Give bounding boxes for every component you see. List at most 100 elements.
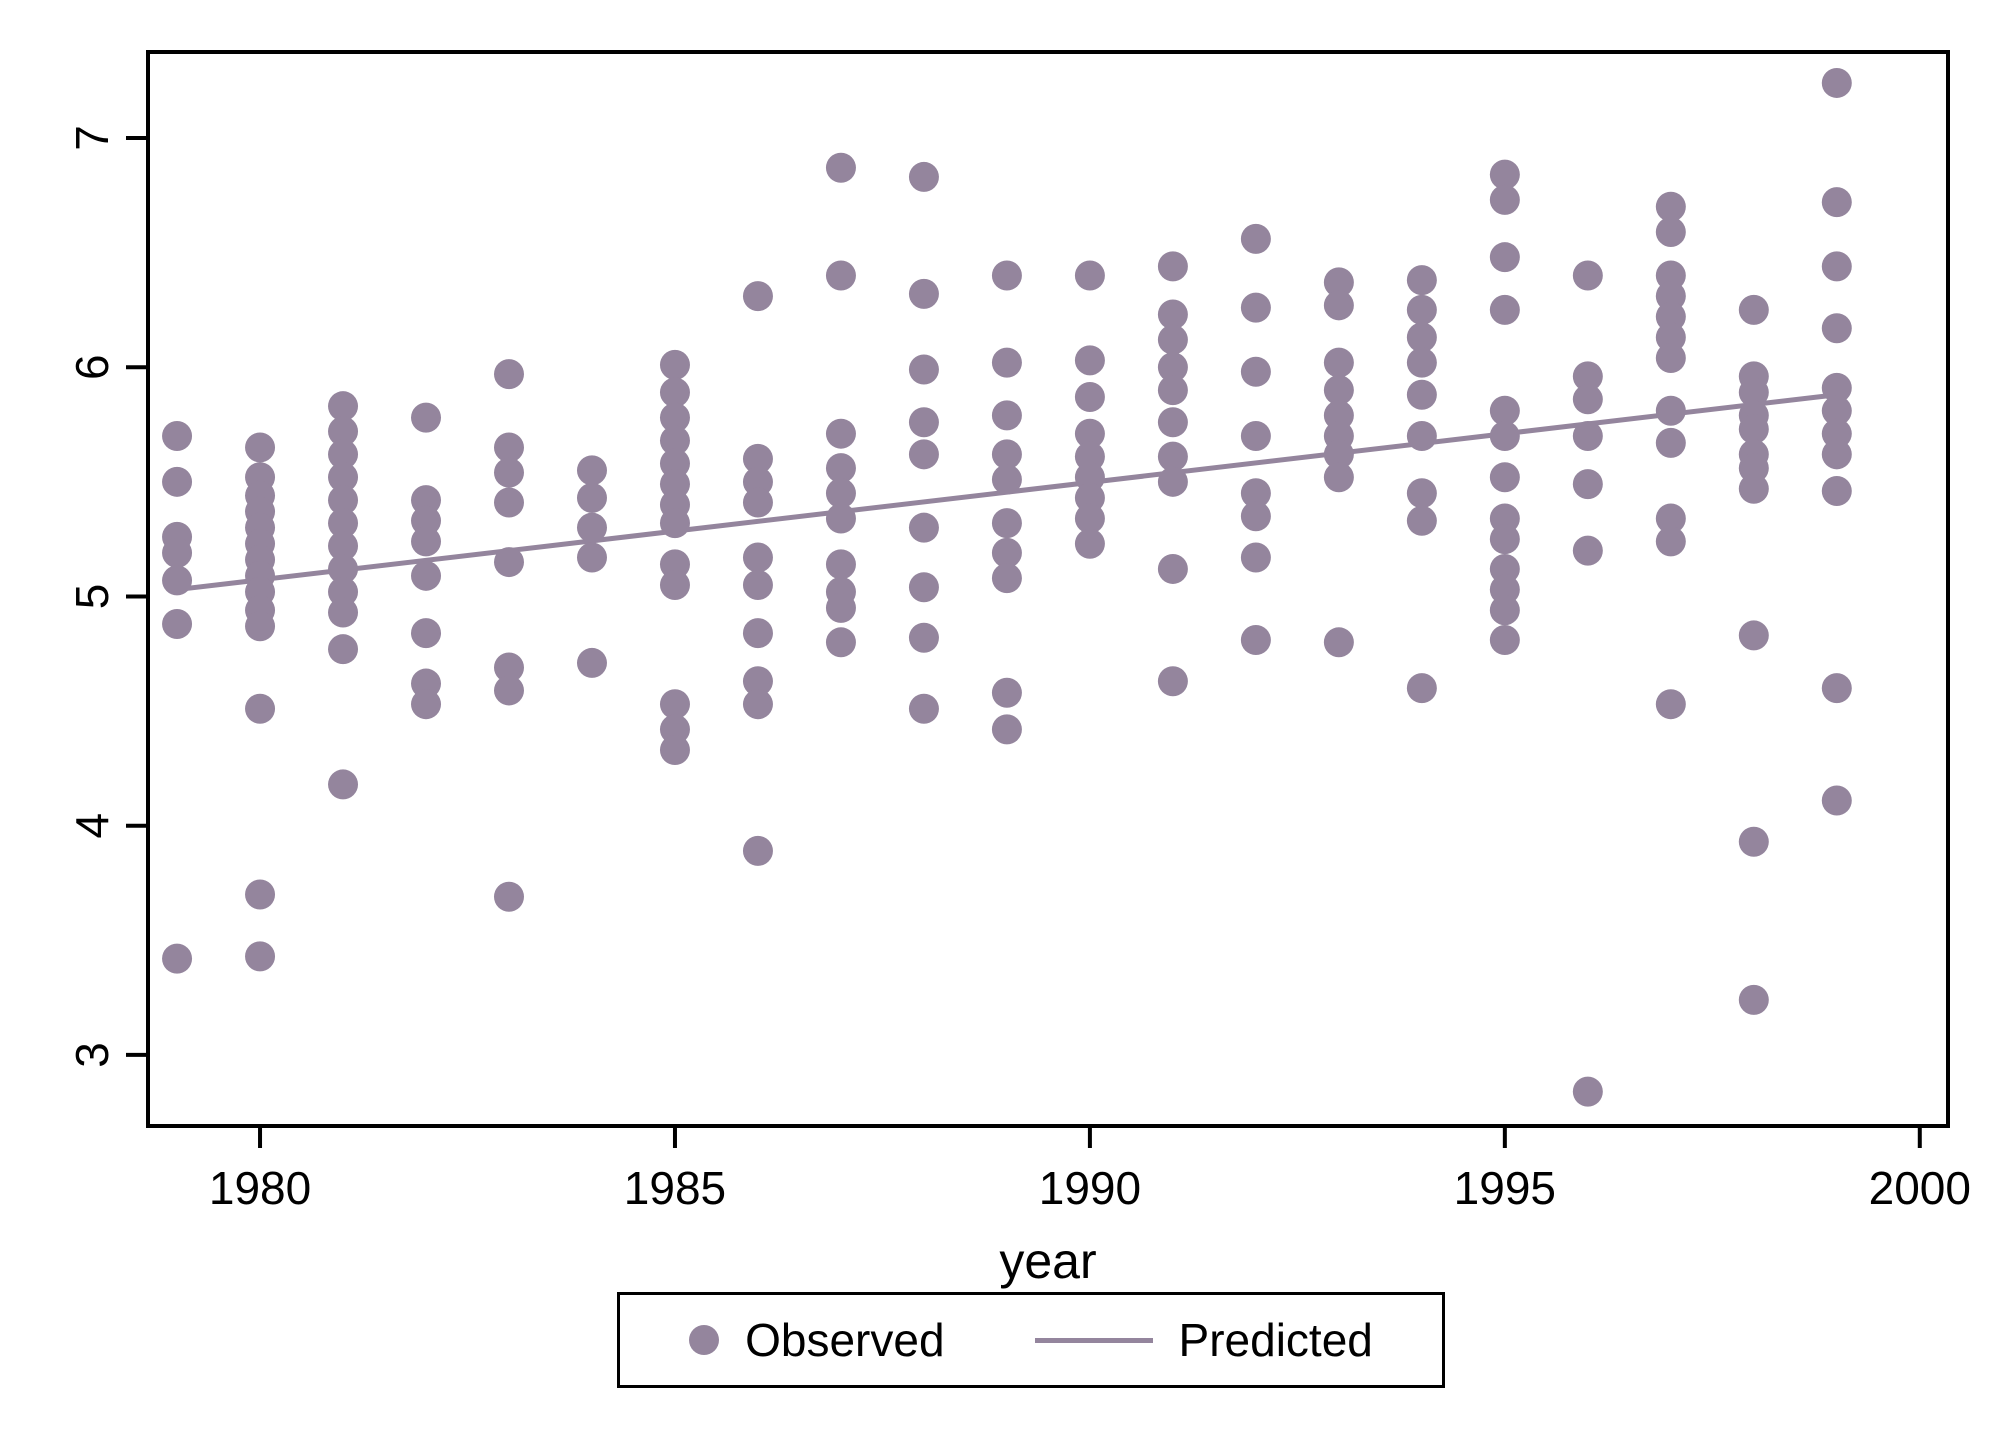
observed-point — [1406, 379, 1437, 410]
observed-point — [1240, 625, 1271, 656]
observed-point — [742, 618, 773, 649]
observed-point — [328, 391, 359, 422]
observed-point — [328, 531, 359, 562]
observed-point — [742, 443, 773, 474]
observed-point — [1074, 441, 1105, 472]
x-tick-label: 1985 — [624, 1162, 726, 1214]
observed-point — [493, 457, 524, 488]
observed-point — [1655, 322, 1686, 353]
observed-point — [1489, 395, 1520, 426]
observed-point — [659, 735, 690, 766]
observed-point — [1406, 265, 1437, 296]
observed-point — [576, 542, 607, 573]
observed-point — [1572, 361, 1603, 392]
observed-point — [1821, 187, 1852, 218]
observed-point — [493, 432, 524, 463]
legend-label-observed: Observed — [745, 1314, 945, 1366]
predicted-line-icon — [1034, 1337, 1153, 1343]
observed-point — [1655, 191, 1686, 222]
observed-point — [411, 618, 442, 649]
observed-point — [991, 260, 1022, 291]
observed-point — [411, 560, 442, 591]
y-tick-label: 5 — [66, 584, 118, 610]
observed-point — [1821, 673, 1852, 704]
observed-marker-icon — [689, 1325, 720, 1355]
observed-point — [1821, 67, 1852, 98]
observed-point — [328, 576, 359, 607]
observed-point — [742, 569, 773, 600]
observed-point — [1489, 595, 1520, 626]
observed-point — [825, 549, 856, 580]
observed-point — [162, 608, 193, 639]
observed-point — [1074, 382, 1105, 413]
observed-point — [493, 487, 524, 518]
observed-point — [1323, 627, 1354, 658]
observed-point — [328, 439, 359, 470]
observed-point — [908, 693, 939, 724]
observed-point — [1655, 216, 1686, 247]
observed-point — [908, 439, 939, 470]
observed-point — [825, 152, 856, 183]
observed-point — [1406, 673, 1437, 704]
observed-point — [1323, 347, 1354, 378]
observed-point — [1572, 1076, 1603, 1107]
observed-point — [825, 453, 856, 484]
observed-point — [742, 487, 773, 518]
y-tick-label: 3 — [66, 1042, 118, 1068]
observed-point — [825, 592, 856, 623]
observed-point — [1655, 689, 1686, 720]
x-tick-label: 1990 — [1039, 1162, 1141, 1214]
observed-point — [1074, 503, 1105, 534]
observed-point — [1323, 267, 1354, 298]
observed-point — [1157, 666, 1188, 697]
observed-point — [1323, 462, 1354, 493]
observed-point — [825, 260, 856, 291]
observed-point — [1572, 535, 1603, 566]
x-tick-label: 2000 — [1869, 1162, 1971, 1214]
observed-point — [1489, 242, 1520, 273]
observed-point — [411, 526, 442, 557]
x-tick-label: 1995 — [1454, 1162, 1556, 1214]
observed-point — [1821, 251, 1852, 282]
observed-point — [991, 714, 1022, 745]
observed-point — [1406, 478, 1437, 509]
observed-point — [659, 508, 690, 539]
observed-point — [576, 512, 607, 543]
observed-point — [991, 563, 1022, 594]
observed-point — [328, 485, 359, 516]
observed-point — [659, 714, 690, 745]
observed-point — [1821, 785, 1852, 816]
observed-point — [1323, 439, 1354, 470]
observed-point — [1406, 420, 1437, 451]
legend-label-predicted: Predicted — [1178, 1314, 1373, 1366]
observed-point — [1489, 462, 1520, 493]
observed-point — [1406, 347, 1437, 378]
observed-point — [1572, 260, 1603, 291]
observed-point — [162, 537, 193, 568]
observed-point — [825, 478, 856, 509]
observed-point — [245, 611, 276, 642]
observed-point — [1157, 466, 1188, 497]
observed-point — [411, 505, 442, 536]
observed-point — [576, 482, 607, 513]
observed-point — [742, 542, 773, 573]
observed-point — [991, 677, 1022, 708]
observed-point — [659, 425, 690, 456]
observed-point — [991, 508, 1022, 539]
observed-point — [1821, 313, 1852, 344]
observed-point — [245, 693, 276, 724]
observed-point — [742, 835, 773, 866]
observed-point — [1655, 526, 1686, 557]
observed-point — [659, 689, 690, 720]
observed-point — [1489, 503, 1520, 534]
x-tick-label: 1980 — [209, 1162, 311, 1214]
observed-point — [1821, 372, 1852, 403]
observed-point — [411, 485, 442, 516]
observed-point — [1489, 553, 1520, 584]
observed-point — [1738, 294, 1769, 325]
observed-point — [908, 512, 939, 543]
observed-point — [1157, 251, 1188, 282]
observed-point — [1738, 473, 1769, 504]
x-axis-title: year — [999, 1233, 1097, 1289]
observed-point — [493, 652, 524, 683]
